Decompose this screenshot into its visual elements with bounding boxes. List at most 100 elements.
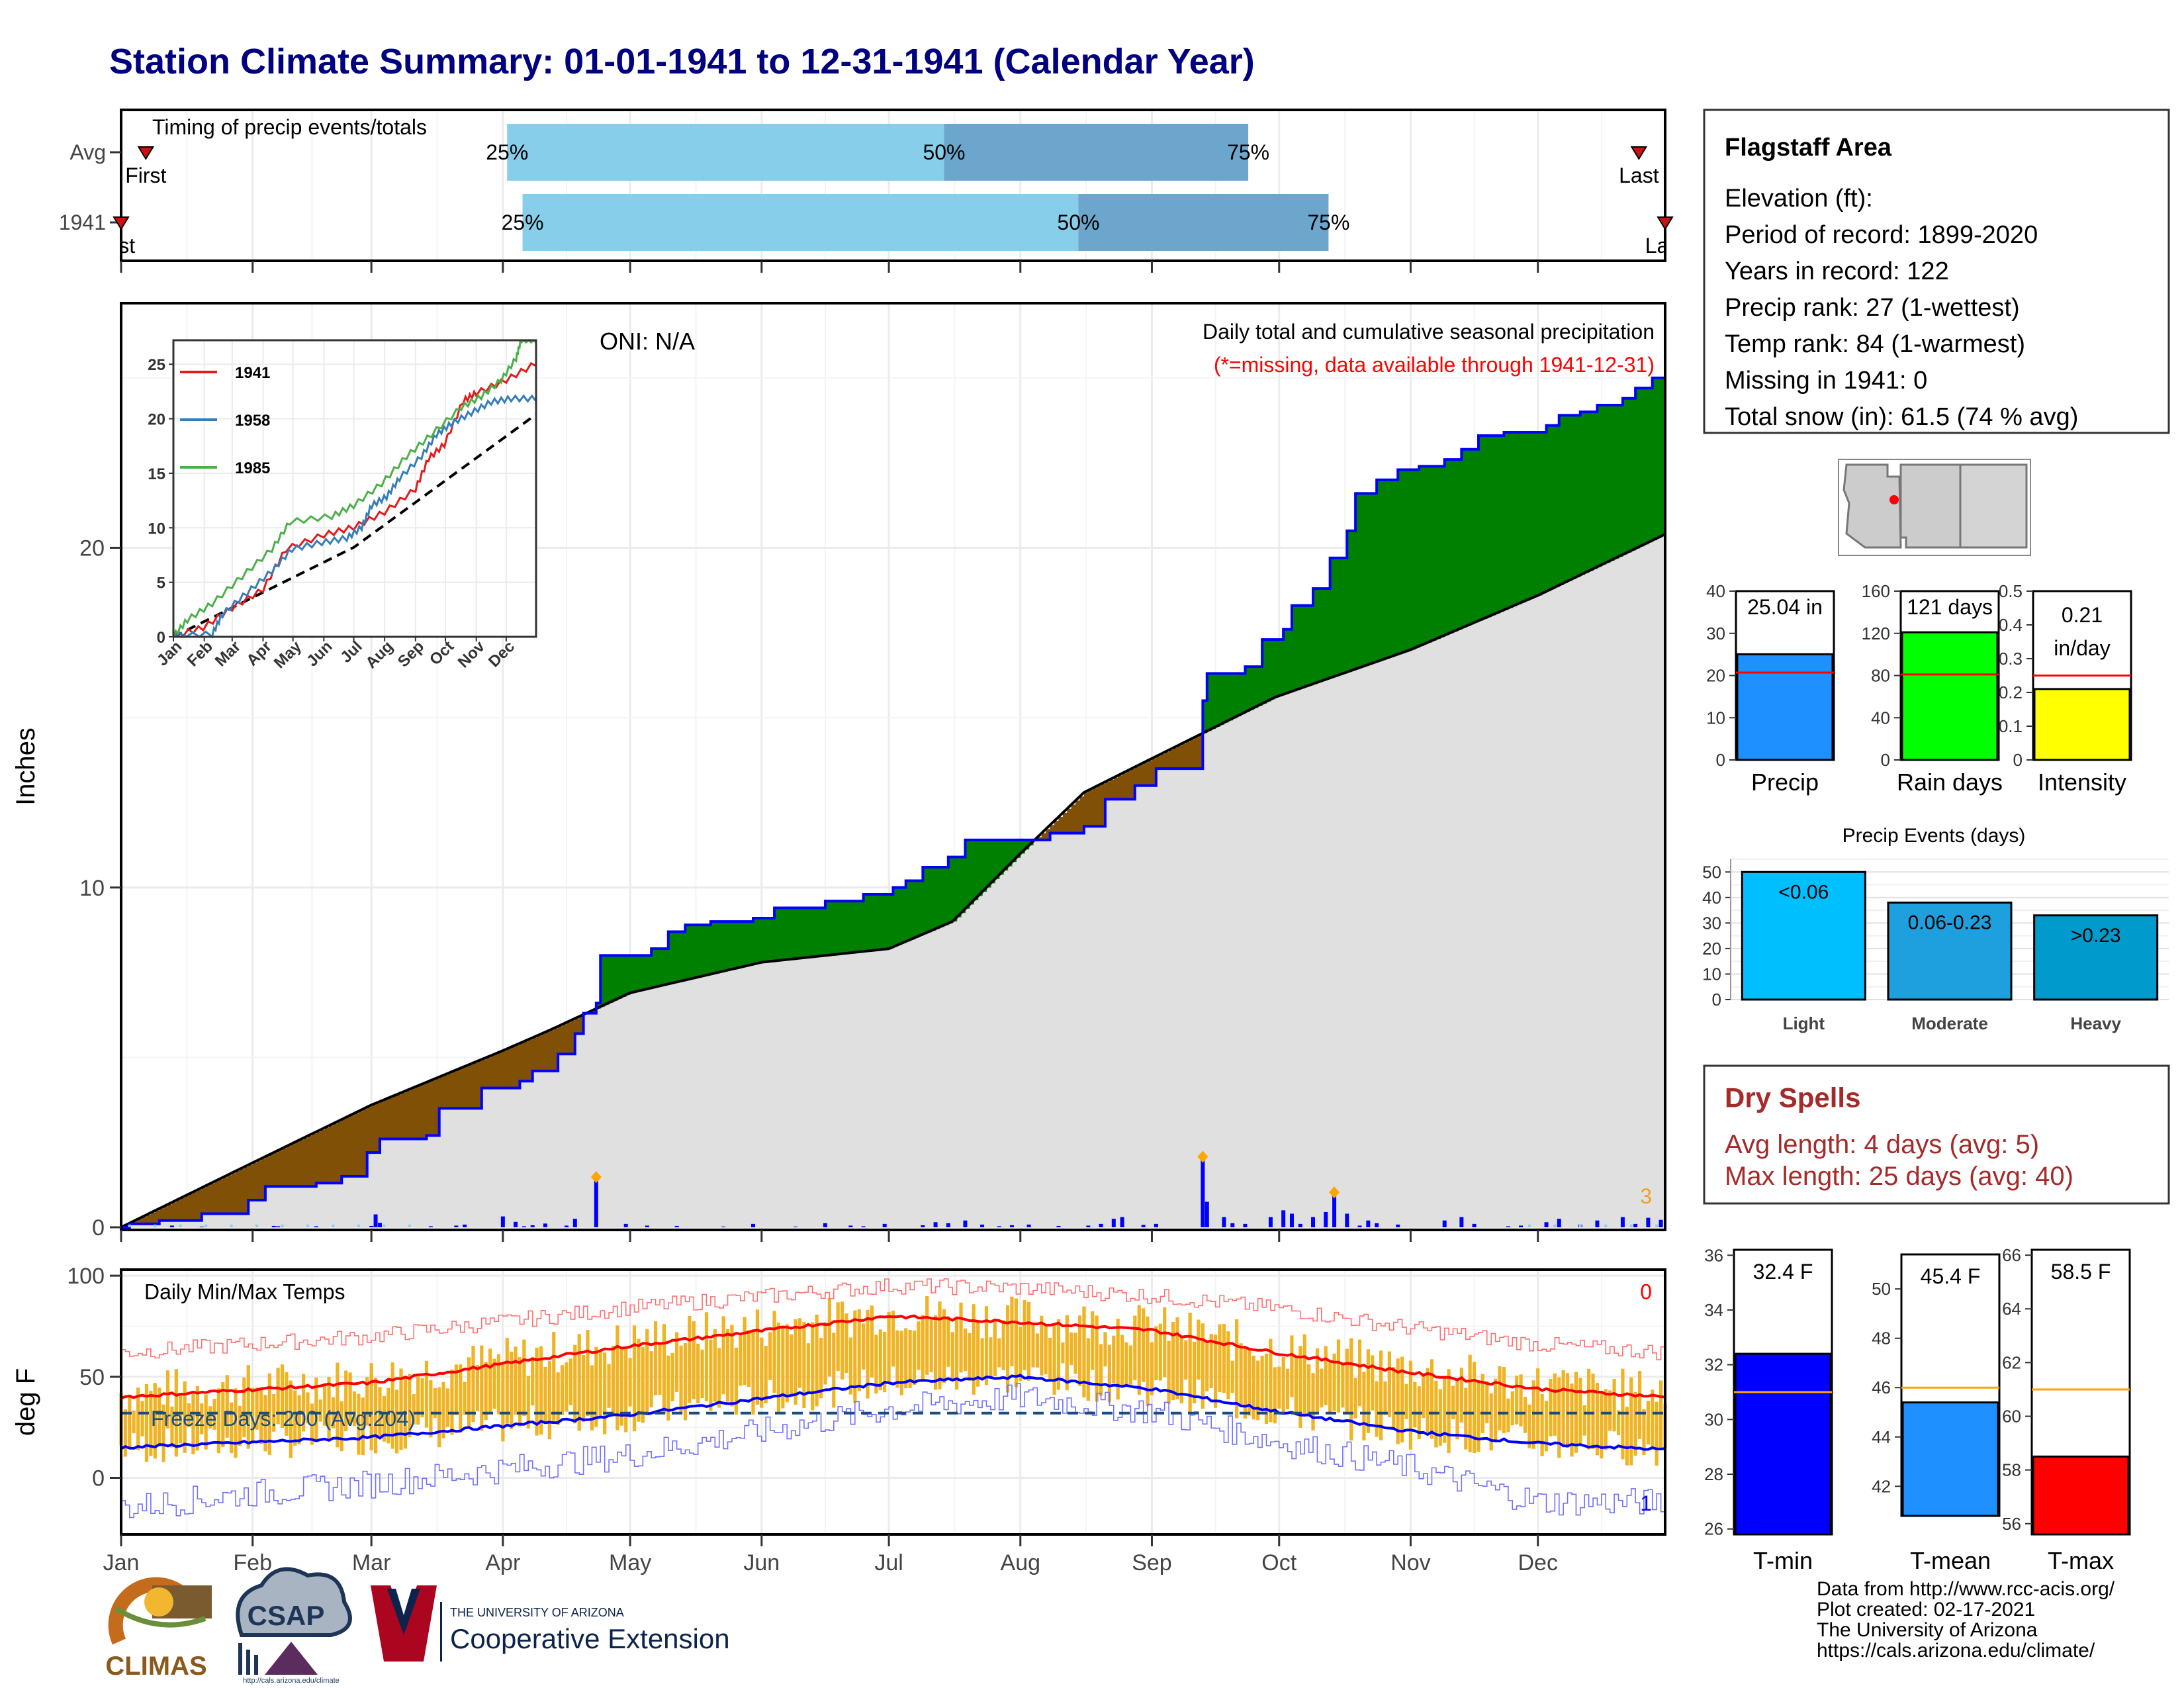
daily-precip-bar: [645, 1225, 649, 1227]
observed-cumulative-line: [121, 376, 1666, 1229]
daily-temp-bar: [1561, 1370, 1565, 1445]
daily-precip-bar: [1366, 1220, 1371, 1227]
arizona-shape: [1843, 463, 1902, 549]
above-normal-band: [935, 867, 940, 929]
above-normal-band: [766, 917, 771, 962]
events-bar-label: >0.23: [2071, 925, 2121, 947]
daily-temp-bar: [1540, 1393, 1544, 1456]
daily-temp-bar: [1137, 1305, 1141, 1395]
new-mexico-shape: [1899, 463, 1962, 549]
above-normal-band: [1372, 493, 1377, 663]
above-normal-band: [1330, 557, 1335, 679]
daily-temp-bar: [857, 1309, 861, 1391]
daily-temp-bar: [1298, 1346, 1302, 1428]
daily-temp-bar: [522, 1339, 526, 1417]
dry-spells-avg: Avg length: 4 days (avg: 5): [1725, 1130, 2039, 1159]
below-normal-band: [231, 1173, 236, 1214]
daily-temp-bar: [666, 1355, 670, 1421]
daily-temp-bar: [1379, 1350, 1383, 1440]
below-normal-band: [214, 1181, 220, 1214]
above-normal-band: [1478, 436, 1483, 621]
daily-temp-bar: [1184, 1340, 1188, 1380]
above-normal-band: [1203, 700, 1208, 733]
texas-shape: [1959, 463, 2028, 549]
month-tick-label: Jan: [103, 1550, 140, 1575]
above-normal-band: [736, 921, 741, 968]
daily-temp-bar: [832, 1333, 836, 1408]
daily-temp-bar: [658, 1343, 662, 1395]
above-normal-band: [901, 887, 907, 943]
below-normal-band: [1160, 754, 1165, 769]
daily-temp-bar: [352, 1391, 357, 1427]
daily-temp-bar: [1294, 1355, 1298, 1415]
timing-pct-label: 75%: [1227, 140, 1269, 164]
daily-temp-bar: [1341, 1362, 1345, 1408]
below-normal-band: [401, 1092, 406, 1139]
above-normal-band: [1342, 557, 1347, 674]
daily-temp-bar: [306, 1392, 310, 1424]
daily-temp-bar: [1281, 1356, 1285, 1413]
above-normal-band: [1402, 469, 1407, 653]
daily-temp-bar: [1120, 1335, 1124, 1387]
daily-temp-bar: [1128, 1345, 1133, 1385]
daily-temp-bar: [874, 1335, 878, 1394]
trace-precip-bar: [1629, 1224, 1633, 1227]
above-normal-band: [1622, 398, 1627, 555]
daily-precip-bar: [564, 1225, 569, 1227]
above-normal-band: [1580, 412, 1585, 575]
daily-temp-bar: [1235, 1319, 1239, 1419]
above-normal-band: [651, 949, 657, 988]
below-normal-band: [1173, 747, 1178, 769]
daily-temp-bar: [535, 1347, 539, 1436]
above-normal-band: [1627, 398, 1632, 553]
above-normal-band: [803, 908, 809, 958]
month-tick-label: Jun: [743, 1550, 780, 1575]
above-normal-band: [740, 921, 745, 968]
below-normal-band: [473, 1062, 478, 1109]
footer-line: Data from http://www.rcc-acis.org/: [1817, 1578, 2115, 1600]
above-normal-band: [757, 917, 762, 964]
daily-temp-bar: [968, 1333, 972, 1381]
below-normal-band: [1118, 775, 1123, 800]
trace-precip-bar: [408, 1224, 411, 1227]
above-normal-band: [1588, 412, 1594, 571]
month-tick-label: Apr: [485, 1550, 520, 1575]
daily-temp-bar: [1651, 1389, 1655, 1450]
below-normal-band: [456, 1070, 461, 1109]
daily-temp-bar: [165, 1370, 170, 1429]
above-normal-band: [944, 867, 949, 925]
below-normal-band: [278, 1150, 283, 1187]
below-normal-band: [1101, 784, 1106, 827]
daily-precip-bar: [530, 1225, 535, 1227]
daily-temp-bar: [1422, 1373, 1426, 1419]
daily-temp-bar: [1637, 1370, 1642, 1439]
summary-y-tick-label: 0.4: [1999, 615, 2023, 635]
below-normal-band: [150, 1212, 156, 1224]
above-normal-band: [1486, 436, 1492, 618]
daily-temp-bar: [929, 1320, 933, 1372]
temp-summary-y-tick-label: 56: [2002, 1514, 2021, 1534]
daily-temp-bar: [1222, 1324, 1226, 1393]
daily-precip-bar: [1620, 1217, 1625, 1227]
above-normal-band: [1465, 449, 1471, 626]
daily-temp-bar: [768, 1332, 772, 1380]
above-normal-band: [1571, 415, 1577, 579]
above-normal-band: [1576, 415, 1581, 577]
daily-temp-bar: [1116, 1319, 1120, 1400]
temp-corner-bottom: 1: [1640, 1491, 1652, 1515]
daily-temp-bar: [216, 1388, 221, 1454]
above-normal-band: [749, 921, 754, 966]
daily-temp-bar: [1065, 1315, 1069, 1391]
precip-subtitle: Daily total and cumulative seasonal prec…: [1203, 320, 1655, 344]
daily-temp-bar: [1311, 1373, 1315, 1430]
month-tick-label: Feb: [233, 1550, 272, 1575]
daily-temp-bar: [484, 1362, 488, 1421]
above-normal-band: [1508, 432, 1513, 608]
below-normal-band: [210, 1183, 215, 1214]
above-normal-band: [1368, 493, 1373, 665]
daily-temp-bar: [921, 1315, 925, 1381]
first-event-label: First: [125, 164, 166, 187]
daily-temp-bar: [1480, 1374, 1484, 1433]
daily-temp-bar: [679, 1345, 683, 1414]
daily-temp-bar: [1625, 1407, 1629, 1466]
